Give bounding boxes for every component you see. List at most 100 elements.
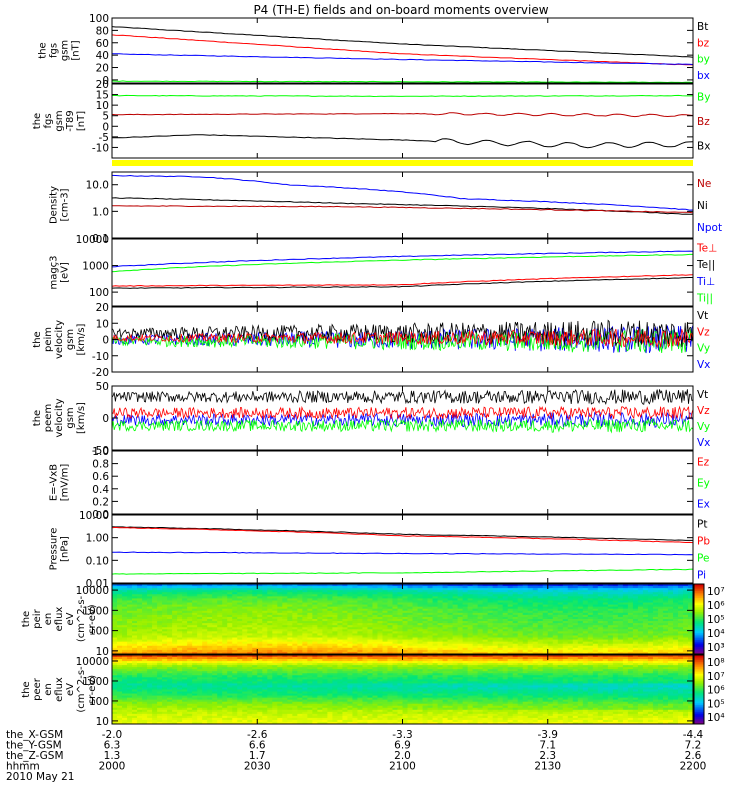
spectrogram-cell: [472, 606, 479, 610]
spectrogram-cell: [677, 631, 684, 634]
spectrogram-cell: [462, 594, 469, 597]
spectrogram-cell: [327, 637, 333, 640]
series-line-ne: [111, 205, 694, 214]
spectrogram-cell: [197, 616, 203, 620]
spectrogram-cell: [627, 592, 634, 595]
spectrogram-cell: [687, 588, 694, 591]
spectrogram-cell: [492, 639, 499, 643]
spectrogram-cell: [337, 584, 343, 587]
spectrogram-cell: [612, 588, 619, 591]
spectrogram-cell: [667, 619, 674, 622]
spectrogram-cell: [637, 633, 644, 636]
spectrogram-cell: [242, 590, 248, 593]
spectrogram-cell: [162, 619, 168, 622]
spectrogram-cell: [627, 596, 634, 599]
spectrogram-cell: [127, 647, 133, 651]
spectrogram-cell: [442, 627, 448, 630]
spectrogram-cell: [552, 594, 559, 597]
spectrogram-cell: [167, 616, 173, 620]
spectrogram-cell: [512, 608, 519, 612]
spectrogram-cell: [167, 598, 173, 601]
spectrogram-cell: [607, 645, 614, 649]
spectrogram-cell: [452, 623, 458, 626]
spectrogram-cell: [347, 651, 353, 655]
spectrogram-cell: [122, 619, 128, 622]
spectrogram-cell: [432, 619, 438, 622]
spectrogram-cell: [217, 641, 223, 645]
spectrogram-cell: [132, 661, 138, 664]
spectrogram-cell: [457, 665, 463, 668]
spectrogram-cell: [507, 612, 514, 616]
spectrogram-cell: [117, 614, 123, 618]
spectrogram-cell: [377, 649, 383, 653]
spectrogram-cell: [167, 621, 173, 624]
spectrogram-cell: [307, 623, 313, 626]
spectrogram-cell: [437, 643, 443, 647]
spectrogram-cell: [562, 631, 569, 634]
spectrogram-cell: [262, 608, 268, 612]
spectrogram-cell: [532, 659, 539, 662]
spectrogram-cell: [197, 619, 203, 622]
spectrogram-cell: [332, 621, 338, 624]
spectrogram-cell: [567, 608, 574, 612]
spectrogram-cell: [527, 641, 534, 645]
spectrogram-cell: [592, 586, 599, 589]
spectrogram-cell: [387, 641, 393, 645]
spectrogram-cell: [172, 635, 178, 638]
colorbar-tick-label: 10³: [707, 642, 725, 654]
spectrogram-cell: [242, 633, 248, 636]
spectrogram-cell: [367, 600, 373, 603]
spectrogram-cell: [627, 639, 634, 643]
spectrogram-cell: [482, 623, 489, 626]
spectrogram-cell: [542, 651, 549, 655]
spectrogram-cell: [152, 625, 158, 628]
spectrogram-cell: [677, 604, 684, 608]
spectrogram-cell: [512, 616, 519, 620]
spectrogram-cell: [362, 659, 368, 662]
spectrogram-cell: [627, 663, 634, 666]
spectrogram-cell: [472, 608, 479, 612]
spectrogram-cell: [392, 600, 398, 603]
spectrogram-cell: [227, 598, 233, 601]
spectrogram-cell: [242, 627, 248, 630]
spectrogram-cell: [642, 639, 649, 643]
spectrogram-cell: [432, 639, 438, 643]
spectrogram-cell: [207, 623, 213, 626]
spectrogram-cell: [302, 604, 308, 608]
spectrogram-cell: [497, 602, 504, 605]
spectrogram-cell: [632, 621, 639, 624]
spectrogram-cell: [447, 649, 453, 653]
spectrogram-cell: [482, 655, 489, 658]
spectrogram-cell: [277, 633, 283, 636]
spectrogram-cell: [272, 612, 278, 616]
spectrogram-cell: [687, 600, 694, 603]
spectrogram-cell: [512, 614, 519, 618]
spectrogram-cell: [232, 663, 238, 666]
spectrogram-cell: [672, 586, 679, 589]
spectrogram-cell: [127, 629, 133, 632]
spectrogram-cell: [657, 606, 664, 610]
spectrogram-cell: [517, 610, 524, 614]
spectrogram-cell: [367, 655, 373, 658]
spectrogram-cell: [292, 651, 298, 655]
legend-entry: Vx: [697, 437, 710, 449]
spectrogram-cell: [457, 610, 463, 614]
spectrogram-cell: [212, 590, 218, 593]
spectrogram-cell: [602, 598, 609, 601]
spectrogram-cell: [317, 619, 323, 622]
spectrogram-cell: [122, 659, 128, 662]
spectrogram-cell: [442, 651, 448, 655]
spectrogram-cell: [112, 651, 118, 655]
spectrogram-cell: [142, 621, 148, 624]
spectrogram-cell: [492, 608, 499, 612]
spectrogram-cell: [382, 665, 388, 668]
spectrogram-cell: [222, 661, 228, 664]
spectrogram-cell: [622, 619, 629, 622]
spectrogram-cell: [537, 586, 544, 589]
spectrogram-cell: [677, 608, 684, 612]
spectrogram-cell: [557, 645, 564, 649]
spectrogram-cell: [122, 639, 128, 643]
spectrogram-cell: [547, 625, 554, 628]
spectrogram-cell: [452, 647, 458, 651]
spectrogram-cell: [257, 623, 263, 626]
